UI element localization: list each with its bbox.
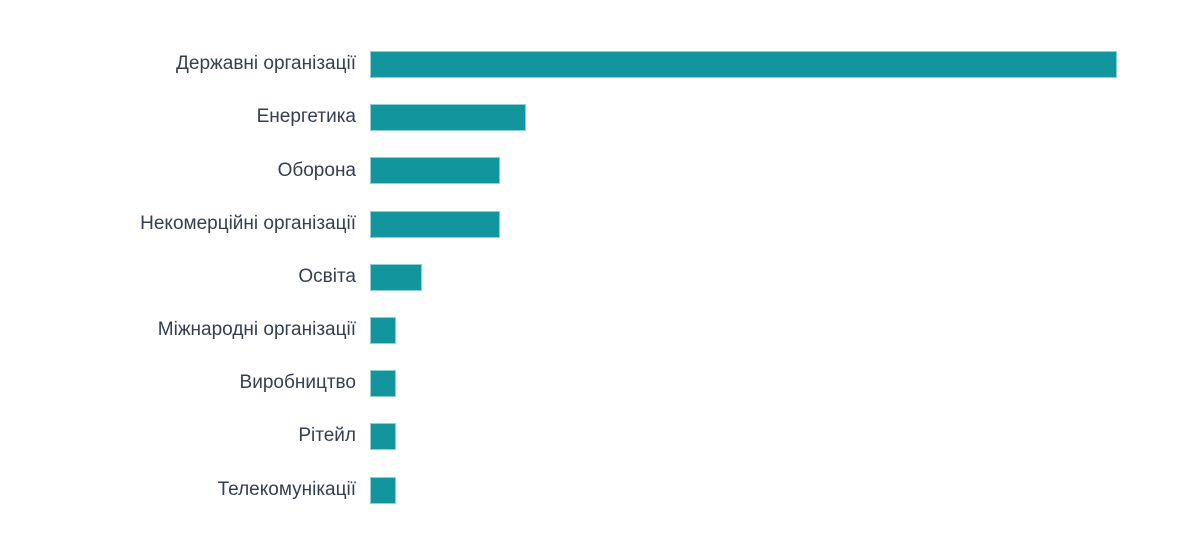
category-label: Державні організації [176,53,356,75]
category-label: Міжнародні організації [157,319,356,341]
category-label: Виробництво [239,372,356,394]
category-label: Енергетика [256,106,356,128]
bar [370,423,397,451]
chart-row: Рітейл [0,410,1200,463]
chart-row: Енергетика [0,91,1200,144]
bar [370,476,397,504]
chart-row: Оборона [0,144,1200,197]
chart-row: Телекомунікації [0,464,1200,517]
category-label: Телекомунікації [217,478,356,500]
chart-row: Міжнародні організації [0,304,1200,357]
category-label: Рітейл [298,425,356,447]
bar [370,263,423,291]
bar [370,104,527,132]
bar [370,210,501,238]
bar [370,317,397,345]
category-label: Освіта [298,265,356,287]
category-label: Оборона [277,159,356,181]
chart-row: Некомерційні організації [0,198,1200,251]
bar [370,370,397,398]
bar [370,51,1117,79]
category-label: Некомерційні організації [140,212,356,234]
bar [370,157,501,185]
chart-row: Освіта [0,251,1200,304]
chart-row: Державні організації [0,38,1200,91]
chart-row: Виробництво [0,357,1200,410]
